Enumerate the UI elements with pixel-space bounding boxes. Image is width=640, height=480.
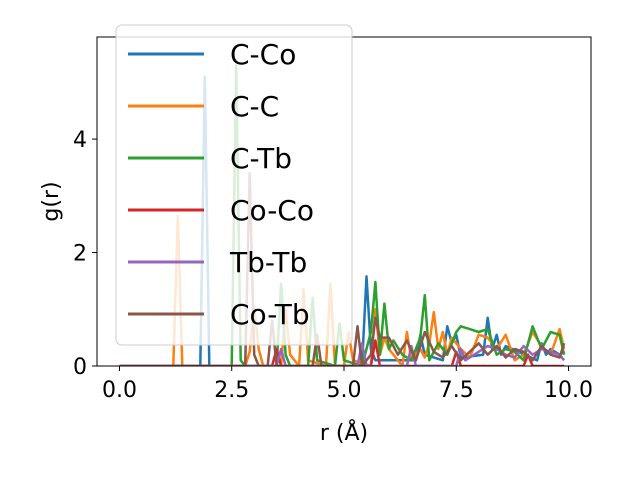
- x-axis-label: r (Å): [320, 419, 368, 446]
- x-tick-label: 10.0: [544, 378, 593, 403]
- legend: C-Co C-C C-Tb Co-Co Tb-Tb Co-Tb: [115, 24, 353, 346]
- legend-label: Co-Co: [230, 194, 314, 227]
- y-tick-label: 0: [73, 355, 87, 380]
- x-tick-label: 2.5: [214, 378, 249, 403]
- x-tick-label: 5.0: [327, 378, 362, 403]
- legend-label: C-Co: [230, 38, 296, 71]
- legend-box: [115, 24, 353, 346]
- y-axis-label: g(r): [39, 181, 64, 221]
- series-line-tb-tb: [119, 342, 566, 366]
- y-tick-label: 4: [73, 128, 87, 153]
- x-tick-label: 7.5: [439, 378, 474, 403]
- y-tick-label: 2: [73, 242, 87, 267]
- series-line-c-co: [119, 75, 565, 366]
- legend-label: C-C: [230, 90, 279, 123]
- x-tick-label: 0.0: [102, 378, 137, 403]
- series-line-c-tb: [119, 64, 566, 366]
- legend-label: Co-Tb: [230, 298, 310, 331]
- legend-label: C-Tb: [230, 142, 292, 175]
- legend-label: Tb-Tb: [229, 246, 307, 279]
- axis-ticks: 0.0 2.5 5.0 7.5 10.0 0 2 4: [73, 128, 593, 403]
